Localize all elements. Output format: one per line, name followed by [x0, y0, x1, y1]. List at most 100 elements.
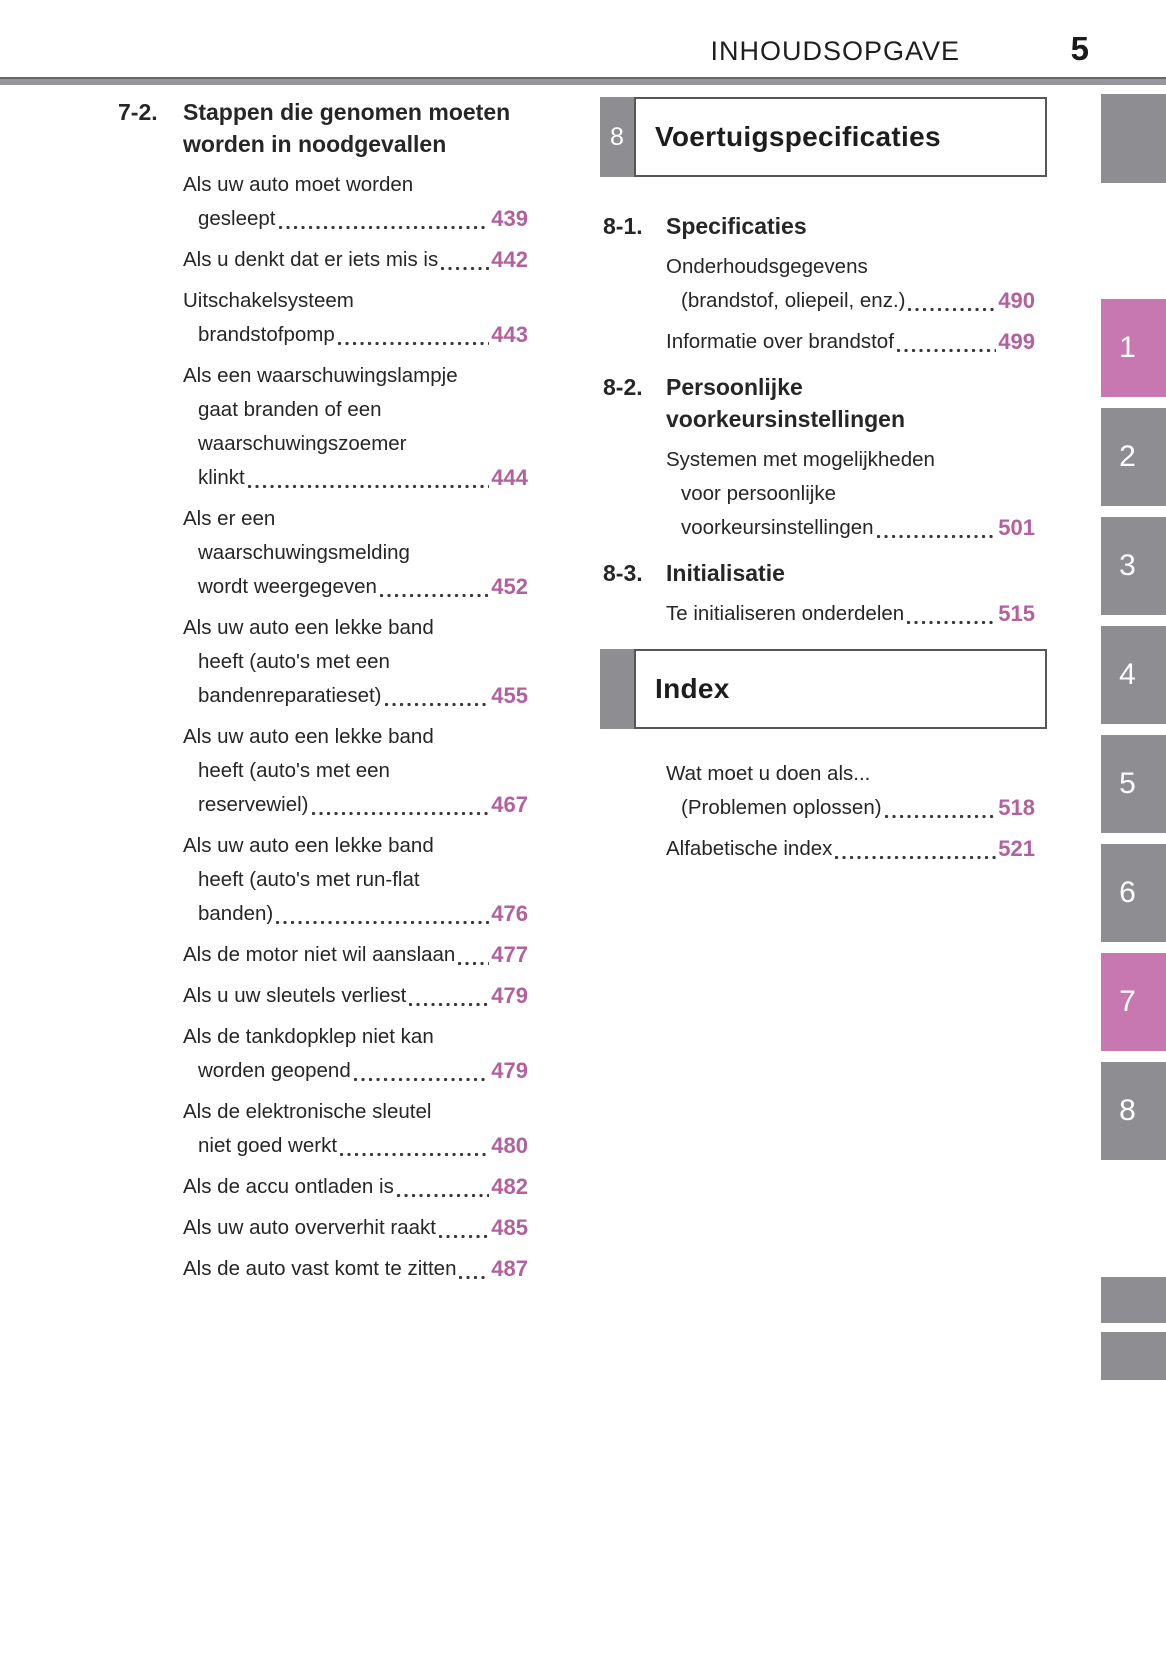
toc-entry-last-line: gesleept 439: [183, 202, 528, 236]
leader-dots: [459, 1276, 490, 1279]
section-title: Initialisatie: [666, 557, 785, 589]
toc-entry-text: (brandstof, oliepeil, enz.): [681, 289, 906, 312]
leader-dots: [441, 267, 490, 270]
section-title: Persoonlijke voorkeursinstellingen: [666, 371, 905, 435]
toc-entry-text: gesleept: [198, 207, 276, 230]
toc-entry-last-line: Informatie over brandstof 499: [666, 325, 1035, 359]
toc-entry-text: klinkt: [198, 466, 245, 489]
toc-entry: Uitschakelsysteem brandstofpomp 443: [183, 284, 528, 352]
toc-entry-last-line: Als u denkt dat er iets mis is 442: [183, 243, 528, 277]
side-tab-1: 1: [1101, 299, 1166, 397]
toc-entry-text: Informatie over brandstof: [666, 330, 894, 353]
toc-entry-line: Als de elektronische sleutel: [183, 1100, 432, 1123]
index-title: Index: [655, 673, 730, 704]
page-ref: 499: [998, 329, 1035, 354]
leader-dots: [876, 535, 997, 538]
section-label: 8-3.: [603, 560, 643, 586]
toc-entry-text: banden): [198, 902, 274, 925]
toc-entry-text: worden geopend: [198, 1059, 351, 1082]
toc-entry-last-line: Alfabetische index 521: [666, 832, 1035, 866]
page-header-title: INHOUDSOPGAVE: [710, 36, 960, 66]
toc-entry-last-line: (Problemen oplossen) 518: [666, 791, 1035, 825]
toc-entry: Als uw auto een lekke band heeft (auto's …: [183, 720, 528, 822]
header-rule: [0, 77, 1166, 85]
toc-entry: Wat moet u doen als... (Problemen oplosse…: [666, 757, 1035, 825]
section-head: 8-3. Initialisatie: [603, 557, 1047, 589]
toc-entry-line: Wat moet u doen als...: [666, 762, 871, 785]
toc-entry-last-line: worden geopend 479: [183, 1054, 528, 1088]
toc-entry-last-line: Als uw auto oververhit raakt 485: [183, 1211, 528, 1245]
toc-entry-text: (Problemen oplossen): [681, 796, 882, 819]
toc-entry: Als de tankdopklep niet kan worden geopen…: [183, 1020, 528, 1088]
toc-entry-last-line: banden) 476: [183, 897, 528, 931]
leader-dots: [458, 962, 490, 965]
toc-entry-text: niet goed werkt: [198, 1134, 338, 1157]
leader-dots: [396, 1194, 490, 1197]
side-tab-2: 2: [1101, 408, 1166, 506]
page-ref: 521: [998, 836, 1035, 861]
toc-entry-line: gaat branden of een: [198, 398, 382, 421]
toc-entry-line: Als er een: [183, 507, 276, 530]
toc-entry-line: Als de tankdopklep niet kan: [183, 1025, 434, 1048]
chapter-number: 8: [610, 122, 624, 151]
leader-dots: [340, 1153, 490, 1156]
index-title-box: Index: [634, 649, 1047, 729]
toc-entry-last-line: Als de accu ontladen is 482: [183, 1170, 528, 1204]
toc-entry-line: Als uw auto moet worden: [183, 173, 414, 196]
section-head: 8-2. Persoonlijke voorkeursinstellingen: [603, 371, 1047, 435]
toc-entry: Als uw auto een lekke band heeft (auto's …: [183, 829, 528, 931]
leader-dots: [884, 815, 997, 818]
toc-entry: Informatie over brandstof 499: [666, 325, 1035, 359]
toc-entry-last-line: brandstofpomp 443: [183, 318, 528, 352]
toc-entry: Als een waarschuwingslampje gaat branden …: [183, 359, 528, 495]
chapter-title-box: Voertuigspecificaties: [634, 97, 1047, 177]
leader-dots: [311, 812, 490, 815]
index-tab: [600, 649, 634, 729]
toc-entry-text: bandenreparatieset): [198, 684, 382, 707]
section-label: 8-1.: [603, 213, 643, 239]
leader-dots: [835, 856, 997, 859]
page-ref: 444: [491, 465, 528, 490]
toc-entry: Systemen met mogelijkheden voor persoonli…: [666, 443, 1035, 545]
toc-entry: Te initialiseren onderdelen 515: [666, 597, 1035, 631]
toc-entry-line: voor persoonlijke: [681, 482, 836, 505]
leader-dots: [907, 621, 997, 624]
side-tab-5: 5: [1101, 735, 1166, 833]
section-title-line: voorkeursinstellingen: [666, 406, 906, 432]
page-ref: 490: [998, 288, 1035, 313]
toc-entry-last-line: Als de auto vast komt te zitten 487: [183, 1252, 528, 1286]
toc-entry-text: Als de auto vast komt te zitten: [183, 1257, 457, 1280]
toc-entry-line: Onderhoudsgegevens: [666, 255, 868, 278]
leader-dots: [247, 485, 490, 488]
toc-section: 8-3. Initialisatie Te initialiseren onderd…: [600, 557, 1047, 631]
section-label: 7-2.: [118, 99, 158, 125]
toc-entry-last-line: voorkeursinstellingen 501: [666, 511, 1035, 545]
page-number: 5: [1070, 30, 1089, 67]
side-tab-7: 7: [1101, 953, 1166, 1051]
page-ref: 482: [491, 1174, 528, 1199]
page-ref: 479: [491, 983, 528, 1008]
leader-dots: [438, 1235, 490, 1238]
side-tab-3: 3: [1101, 517, 1166, 615]
toc-entry-text: Als de motor niet wil aanslaan: [183, 943, 456, 966]
toc-entry-text: Te initialiseren onderdelen: [666, 602, 905, 625]
toc-entry-last-line: Te initialiseren onderdelen 515: [666, 597, 1035, 631]
page-ref: 439: [491, 206, 528, 231]
toc-entry-line: heeft (auto's met run-flat: [198, 868, 420, 891]
toc-entry: Onderhoudsgegevens (brandstof, oliepeil, …: [666, 250, 1035, 318]
toc-entry-last-line: wordt weergegeven 452: [183, 570, 528, 604]
section-title-line: worden in noodgevallen: [183, 131, 447, 157]
page-ref: 442: [491, 247, 528, 272]
chapter-sections: 8-1. Specificaties Onderhoudsgegevens (bran…: [600, 210, 1047, 631]
page-ref: 487: [491, 1256, 528, 1281]
side-tab-blank-top: [1101, 94, 1166, 183]
leader-dots: [896, 349, 997, 352]
toc-entry-text: brandstofpomp: [198, 323, 335, 346]
side-tab-blank-bottom-2: [1101, 1332, 1166, 1380]
leader-dots: [278, 226, 490, 229]
toc-entry-line: Als uw auto een lekke band: [183, 834, 434, 857]
chapter-title: Voertuigspecificaties: [655, 121, 941, 152]
toc-entry: Als uw auto oververhit raakt 485: [183, 1211, 528, 1245]
leader-dots: [276, 921, 490, 924]
leader-dots: [337, 342, 490, 345]
